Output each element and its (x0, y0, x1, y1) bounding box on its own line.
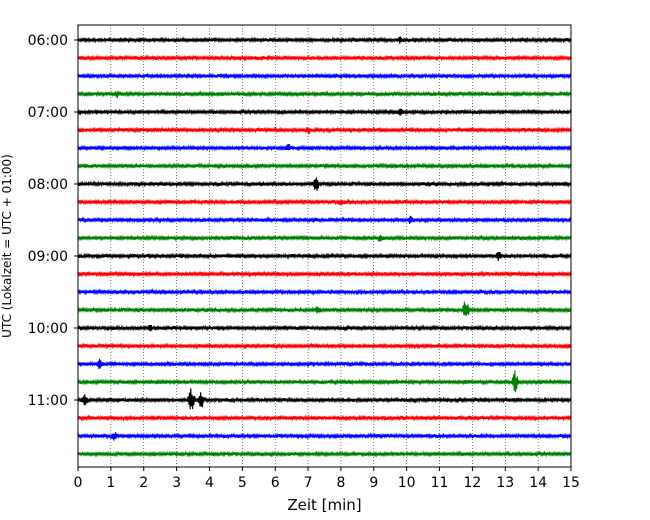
trace-line (77, 72, 572, 80)
trace-line (77, 450, 572, 458)
x-tick-label: 13 (496, 475, 514, 491)
trace-line (77, 90, 572, 99)
y-tick-label: 06:00 (28, 33, 68, 49)
x-tick-label: 11 (431, 475, 449, 491)
x-tick-label: 12 (463, 475, 481, 491)
x-tick-label: 6 (271, 475, 280, 491)
y-tick-label: 11:00 (28, 393, 68, 409)
trace-line (77, 177, 572, 191)
y-axis-label: UTC (Lokalzeit = UTC + 01:00) (0, 154, 14, 338)
trace-line (77, 432, 572, 441)
trace-line (77, 388, 572, 410)
trace-line (77, 342, 572, 350)
y-ticks: 06:00 07:00 08:00 09:00 10:00 11:00 (28, 33, 78, 409)
trace-line (77, 198, 572, 206)
x-tick-label: 0 (74, 475, 83, 491)
y-tick-label: 07:00 (28, 105, 68, 121)
traces (77, 36, 572, 458)
y-tick-label: 08:00 (28, 177, 68, 193)
trace-line (77, 301, 572, 317)
x-axis-label: Zeit [min] (287, 496, 361, 514)
x-tick-label: 4 (205, 475, 214, 491)
x-tick-label: 10 (398, 475, 416, 491)
trace-line (77, 108, 572, 116)
x-tick-label: 8 (336, 475, 345, 491)
plot-frame (77, 24, 572, 468)
x-tick-label: 9 (369, 475, 378, 491)
trace-line (77, 358, 572, 370)
trace-line (77, 270, 572, 278)
x-tick-label: 7 (304, 475, 313, 491)
trace-line (77, 54, 572, 62)
x-tick-label: 2 (139, 475, 148, 491)
x-tick-label: 1 (106, 475, 115, 491)
trace-line (77, 324, 572, 332)
trace-line (77, 234, 572, 242)
trace-line (77, 288, 572, 296)
trace-line (77, 414, 572, 422)
x-tick-label: 5 (238, 475, 247, 491)
x-tick-label: 3 (172, 475, 181, 491)
y-tick-label: 09:00 (28, 249, 68, 265)
trace-line (77, 215, 572, 225)
x-tick-label: 14 (529, 475, 547, 491)
trace-line (77, 144, 572, 152)
x-ticks: 0 1 2 3 4 5 6 7 8 9 10 11 12 13 14 15 (74, 467, 580, 491)
y-tick-label: 10:00 (28, 321, 68, 337)
trace-line (77, 162, 572, 170)
trace-line (77, 251, 572, 261)
trace-line (77, 126, 572, 135)
x-tick-label: 15 (562, 475, 580, 491)
trace-line (77, 370, 572, 393)
trace-line (77, 36, 572, 44)
